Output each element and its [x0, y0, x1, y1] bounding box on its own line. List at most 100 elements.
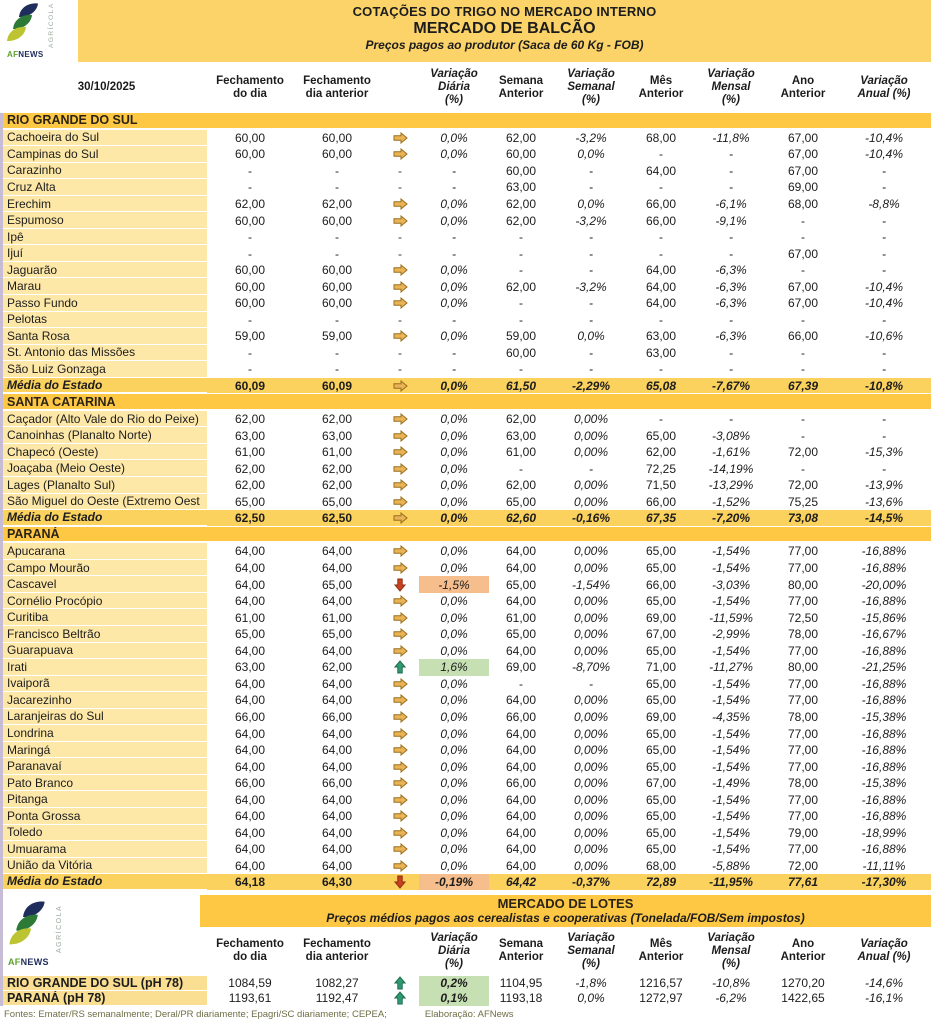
city-name-cell: Toledo: [0, 824, 207, 842]
column-header-5: Variação Semanal (%): [567, 931, 615, 970]
report-title: COTAÇÕES DO TRIGO NO MERCADO INTERNO: [352, 4, 657, 19]
value-cell: -: [248, 180, 252, 195]
trend-cell: [381, 477, 419, 494]
value-cell: 79,00: [787, 825, 819, 840]
variation-cell: 0,0%: [440, 445, 468, 460]
city-name-cell: Londrina: [0, 725, 207, 742]
column-header-9: Variação Anual (%): [857, 938, 911, 964]
trend-down-icon: [394, 578, 406, 592]
variation-cell: 0,00%: [573, 445, 609, 460]
variation-cell: 0,00%: [573, 825, 609, 840]
lotes-label: PARANÁ (pH 78): [0, 990, 207, 1006]
value-cell: 62,00: [321, 412, 353, 427]
value-cell: 64,00: [234, 809, 266, 824]
variation-cell: -11,95%: [709, 874, 753, 889]
trend-cell: [381, 874, 419, 890]
trend-flat-icon: [393, 413, 408, 426]
value-cell: 69,00: [645, 610, 677, 625]
variation-cell: -1,54%: [711, 743, 751, 758]
city-name-cell: Campinas do Sul: [0, 146, 207, 163]
value-cell: 65,00: [505, 577, 537, 592]
report-note: Preços pagos ao produtor (Saca de 60 Kg …: [365, 38, 644, 52]
trend-cell: [381, 991, 419, 1006]
value-cell: 60,00: [234, 213, 266, 228]
table-row: Chapecó (Oeste) 61,00 61,00 0,0% 61,00 0,00% 6…: [0, 443, 931, 461]
value-cell: 60,00: [234, 130, 266, 145]
value-cell: 73,08: [787, 510, 819, 525]
variation-cell: -11,11%: [862, 858, 906, 873]
trend-cell: -: [381, 179, 419, 196]
value-cell: 62,60: [505, 510, 537, 525]
trend-flat-icon: [393, 595, 408, 608]
value-cell: 60,00: [234, 279, 266, 294]
trend-cell: [381, 593, 419, 610]
value-cell: 64,00: [234, 743, 266, 758]
variation-cell: -: [589, 296, 593, 311]
value-cell: 60,00: [505, 163, 537, 178]
value-cell: 60,00: [321, 279, 353, 294]
variation-cell: -6,3%: [715, 279, 747, 294]
variation-cell: -3,2%: [575, 130, 607, 145]
table-row: Umuarama 64,00 64,00 0,0% 64,00 0,00% 65,00 -1,…: [0, 841, 931, 858]
variation-cell: 0,0%: [440, 643, 468, 658]
city-name-cell: Espumoso: [0, 212, 207, 229]
variation-cell: -: [589, 163, 593, 178]
value-cell: 66,00: [645, 494, 677, 509]
state-average-label: Média do Estado: [0, 874, 207, 890]
value-cell: 77,00: [787, 842, 819, 857]
trend-flat-icon: [393, 462, 408, 475]
value-cell: 64,00: [645, 163, 677, 178]
column-header-0: Fechamento do dia: [216, 74, 284, 100]
value-cell: 59,00: [234, 329, 266, 344]
table-row: Pato Branco 66,00 66,00 0,0% 66,00 0,00% 67,00…: [0, 774, 931, 792]
variation-cell: 0,00%: [573, 594, 609, 609]
table-row: Laranjeiras do Sul 66,00 66,00 0,0% 66,00 0,0…: [0, 708, 931, 726]
value-cell: 65,00: [645, 759, 677, 774]
trend-cell: [381, 146, 419, 163]
value-cell: 75,25: [787, 494, 819, 509]
variation-cell: -2,99%: [711, 627, 751, 642]
value-cell: 65,00: [645, 693, 677, 708]
value-cell: 62,00: [234, 197, 266, 211]
trend-up-icon: [394, 976, 406, 990]
variation-cell: 0,0%: [440, 726, 468, 741]
variation-cell: -14,19%: [708, 461, 754, 476]
variation-cell: 0,0%: [440, 147, 468, 162]
value-cell: -: [248, 362, 252, 377]
trend-flat-icon: [393, 511, 408, 524]
column-header-4: Semana Anterior: [498, 938, 544, 964]
variation-cell: -: [452, 246, 456, 261]
table-row: Campo Mourão 64,00 64,00 0,0% 64,00 0,00% 65,0…: [0, 559, 931, 577]
value-cell: 64,00: [321, 759, 353, 774]
value-cell: 64,00: [234, 726, 266, 741]
variation-cell: 0,00%: [573, 792, 609, 807]
value-cell: 1272,97: [639, 991, 683, 1006]
variation-cell: 0,0%: [440, 296, 468, 311]
trend-cell: [381, 609, 419, 626]
table-row: Lages (Planalto Sul) 62,00 62,00 0,0% 62,00 0…: [0, 477, 931, 494]
variation-cell: -: [729, 312, 733, 327]
value-cell: 62,00: [321, 478, 353, 493]
table-row: Cornélio Procópio 64,00 64,00 0,0% 64,00 0,00…: [0, 592, 931, 610]
city-name-cell: São Miguel do Oeste (Extremo Oest: [0, 493, 207, 511]
value-cell: 67,00: [645, 627, 677, 642]
variation-cell: -10,6%: [864, 329, 904, 344]
trend-cell: [381, 460, 419, 477]
value-cell: 77,00: [787, 544, 819, 559]
city-name-cell: São Luiz Gonzaga: [0, 361, 207, 378]
variation-cell: 0,0%: [440, 197, 468, 211]
variation-cell: -: [882, 428, 886, 443]
no-data-dash: -: [398, 163, 402, 178]
value-cell: 72,00: [787, 445, 819, 460]
value-cell: -: [801, 345, 805, 360]
variation-cell: 0,0%: [440, 776, 468, 791]
trend-cell: [381, 196, 419, 213]
value-cell: 66,00: [234, 709, 266, 724]
value-cell: -: [519, 230, 523, 245]
variation-cell: -1,54%: [711, 759, 751, 774]
value-cell: -: [659, 412, 663, 427]
value-cell: 64,00: [645, 296, 677, 311]
value-cell: -: [801, 312, 805, 327]
variation-cell: -: [589, 246, 593, 261]
